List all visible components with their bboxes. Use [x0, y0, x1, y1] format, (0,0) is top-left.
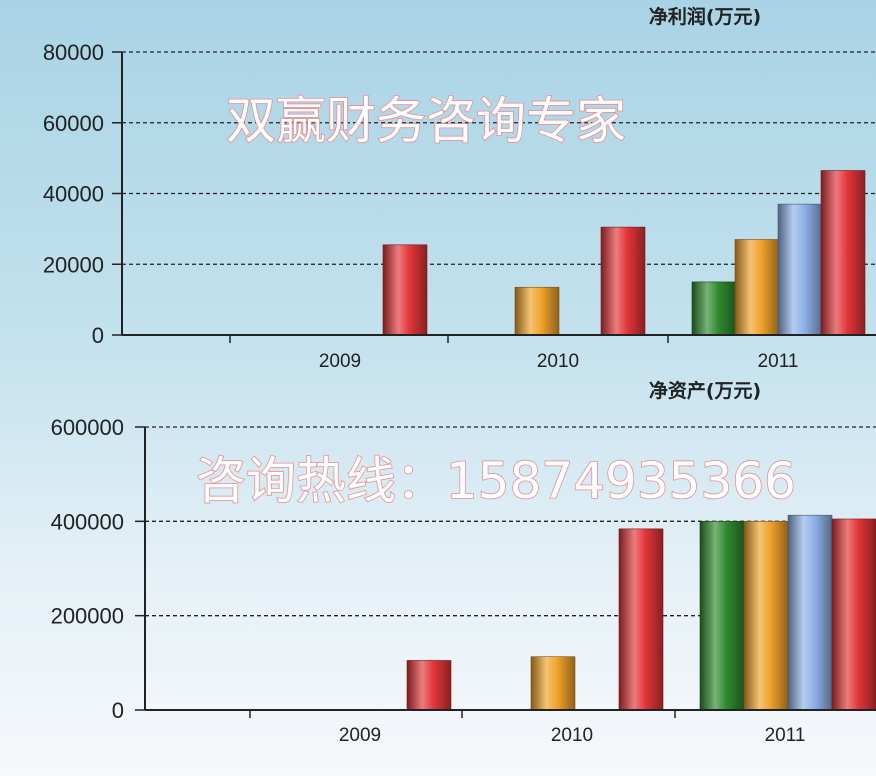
y-tick-label: 200000: [51, 604, 124, 629]
x-tick-label: 2009: [339, 725, 381, 746]
y-tick-label: 80000: [43, 40, 104, 65]
x-tick-label: 2010: [537, 351, 579, 372]
x-tick-label: 2010: [551, 725, 593, 746]
bar-blue-2011: [777, 203, 823, 336]
y-tick-label: 400000: [51, 509, 124, 534]
chart-title: 净利润(万元): [649, 5, 761, 28]
bar-blue-2011: [787, 514, 833, 711]
watermark-line-2: 咨询热线：15874935366: [196, 452, 796, 510]
bar-red-2010: [618, 528, 664, 711]
chart-panel-2: 净资产(万元) 600000 400000 200000 0 2009 2010 2011: [51, 379, 876, 746]
y-tick-label: 60000: [43, 111, 104, 136]
chart-title: 净资产(万元): [649, 379, 761, 402]
bar-orange-2010: [514, 286, 560, 336]
bar-red-2011: [820, 170, 866, 336]
bar-green-2011: [699, 521, 745, 711]
watermark: 双赢财务咨询专家 咨询热线：15874935366: [195, 91, 797, 511]
bar-red-2011: [831, 518, 876, 711]
y-tick-label: 20000: [43, 252, 104, 277]
bar-red-2009: [406, 660, 452, 711]
y-tick-label: 0: [112, 698, 124, 723]
watermark-line-1: 双赢财务咨询专家: [226, 92, 626, 150]
bar-orange-2010: [530, 656, 576, 711]
bar-red-2010: [600, 226, 646, 336]
chart-panel-1: 净利润(万元) 80000 60000 40000 20000 0 2009 2010 2011: [43, 5, 876, 372]
x-tick-label: 2011: [765, 725, 806, 746]
y-tick-label: 600000: [51, 415, 124, 440]
y-tick-label: 40000: [43, 182, 104, 207]
bar-green-2011: [691, 281, 737, 336]
bar-orange-2011: [734, 239, 780, 336]
y-tick-label: 0: [92, 323, 104, 348]
bar-orange-2011: [743, 521, 789, 711]
bar-red-2009: [382, 244, 428, 336]
x-tick-label: 2009: [319, 351, 361, 372]
x-tick-label: 2011: [758, 351, 799, 372]
